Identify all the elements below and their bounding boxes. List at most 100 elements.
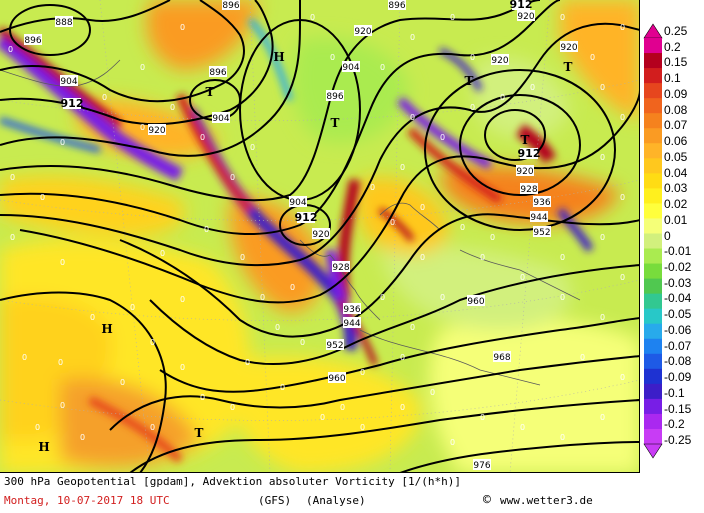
- zero-value-label: 0: [230, 173, 235, 182]
- footer-site-link[interactable]: www.wetter3.de: [500, 494, 593, 507]
- scale-label: -0.08: [664, 354, 692, 369]
- contour-label: 904: [60, 77, 77, 87]
- contour-label-bg: [388, 0, 406, 10]
- geopotential-contours: [0, 0, 639, 472]
- scale-label: 0.08: [664, 102, 688, 117]
- contour-label-bg: [297, 212, 315, 223]
- zero-value-label: 0: [60, 138, 65, 147]
- zero-value-label: 0: [22, 353, 27, 362]
- zero-value-label: 0: [620, 273, 625, 282]
- zero-value-label: 0: [280, 383, 285, 392]
- contour-label-bg: [517, 10, 535, 21]
- zero-value-label: 0: [580, 353, 585, 362]
- scale-swatch: [644, 143, 662, 159]
- high-pressure-marker: H: [273, 50, 284, 64]
- zero-value-label: 0: [390, 218, 395, 227]
- contour-label-bg: [473, 459, 491, 470]
- contour-label: 952: [326, 341, 343, 351]
- scale-arrow-down: [643, 443, 663, 459]
- zero-value-label: 0: [470, 53, 475, 62]
- zero-value-label: 0: [620, 373, 625, 382]
- zero-labels: 0 0 0 0 0 0 0 0 0 0 0 0 0 0 0 0 0 0 0 0 0 0 0 0 0 0 0 0 0 0 0 0 0 0 0 0 0 0 0 0…: [8, 13, 625, 447]
- contour-label-bg: [512, 0, 530, 10]
- scale-swatch: [644, 368, 662, 385]
- zero-value-label: 0: [320, 413, 325, 422]
- zero-value-label: 0: [600, 313, 605, 322]
- weather-map: 0 0 0 0 0 0 0 0 0 0 0 0 0 0 0 0 0 0 0 0 0 0 0 0 0 0 0 0 0 0 0 0 0 0 0 0 0 0 0 0…: [0, 0, 640, 473]
- contour-label-bg: [55, 16, 73, 27]
- scale-swatch: [644, 98, 662, 114]
- zero-value-label: 0: [60, 258, 65, 267]
- contour-label: 928: [520, 185, 537, 195]
- scale-swatch: [644, 128, 662, 144]
- contour-label: 944: [530, 213, 547, 223]
- scale-swatch: [644, 38, 662, 54]
- scale-swatch: [644, 203, 662, 219]
- contour-label: 976: [473, 461, 490, 471]
- contour-label: 896: [24, 36, 41, 46]
- scale-swatch: [644, 233, 662, 250]
- contour-label: 920: [516, 167, 533, 177]
- zero-value-label: 0: [460, 223, 465, 232]
- contour-label: 960: [328, 374, 345, 384]
- zero-value-label: 0: [480, 413, 485, 422]
- contour-label: 912: [510, 0, 533, 11]
- scale-swatch: [644, 383, 662, 400]
- scale-label: -0.03: [664, 275, 692, 290]
- contour-label-bg: [289, 196, 307, 207]
- scale-label: -0.15: [664, 401, 692, 416]
- zero-value-label: 0: [420, 203, 425, 212]
- contour-label-bg: [493, 351, 511, 362]
- scale-swatch: [644, 428, 662, 445]
- pressure-centers: T T T T T T H H H: [38, 50, 572, 454]
- scale-swatch: [644, 323, 662, 340]
- low-pressure-marker: T: [195, 426, 204, 440]
- scale-swatch: [644, 308, 662, 325]
- contour-label: 936: [343, 305, 360, 315]
- zero-value-label: 0: [380, 293, 385, 302]
- low-pressure-marker: T: [564, 60, 573, 74]
- scale-swatch: [644, 68, 662, 84]
- zero-value-label: 0: [300, 338, 305, 347]
- contour-label: 952: [533, 228, 550, 238]
- copyright-icon: ©: [483, 493, 491, 508]
- contour-label-bg: [530, 211, 548, 222]
- scale-swatch: [644, 173, 662, 189]
- zero-value-label: 0: [58, 358, 63, 367]
- contour-label-bg: [342, 61, 360, 72]
- zero-value-label: 0: [470, 103, 475, 112]
- zero-value-label: 0: [120, 378, 125, 387]
- scale-swatch: [644, 113, 662, 129]
- zero-value-label: 0: [480, 253, 485, 262]
- zero-value-label: 0: [430, 388, 435, 397]
- scale-label: -0.09: [664, 370, 692, 385]
- zero-value-label: 0: [140, 63, 145, 72]
- zero-value-label: 0: [204, 225, 209, 234]
- low-pressure-marker: T: [465, 74, 474, 88]
- contour-label: 960: [467, 297, 484, 307]
- scale-label: 0.06: [664, 134, 688, 149]
- zero-value-label: 0: [10, 233, 15, 242]
- contour-label-bg: [520, 148, 538, 159]
- scale-swatch: [644, 413, 662, 430]
- scale-label: 0.09: [664, 86, 688, 101]
- contour-label: 920: [148, 126, 165, 136]
- zero-value-label: 0: [290, 283, 295, 292]
- scale-swatch: [644, 158, 662, 174]
- contour-label: 896: [326, 92, 343, 102]
- scale-swatch: [644, 353, 662, 370]
- zero-value-label: 0: [230, 403, 235, 412]
- map-canvas: 0 0 0 0 0 0 0 0 0 0 0 0 0 0 0 0 0 0 0 0 0 0 0 0 0 0 0 0 0 0 0 0 0 0 0 0 0 0 0 0…: [0, 0, 639, 472]
- scale-label: 0.07: [664, 118, 688, 133]
- zero-value-label: 0: [560, 253, 565, 262]
- graticule: [0, 0, 639, 472]
- zero-value-label: 0: [620, 23, 625, 32]
- scale-label: -0.2: [664, 417, 685, 432]
- contour-label-bg: [520, 183, 538, 194]
- contour-label-bg: [343, 303, 361, 314]
- zero-value-label: 0: [250, 143, 255, 152]
- zero-value-label: 0: [245, 358, 250, 367]
- scale-swatch: [644, 398, 662, 415]
- contour-label-bg: [343, 317, 361, 328]
- zero-value-label: 0: [130, 303, 135, 312]
